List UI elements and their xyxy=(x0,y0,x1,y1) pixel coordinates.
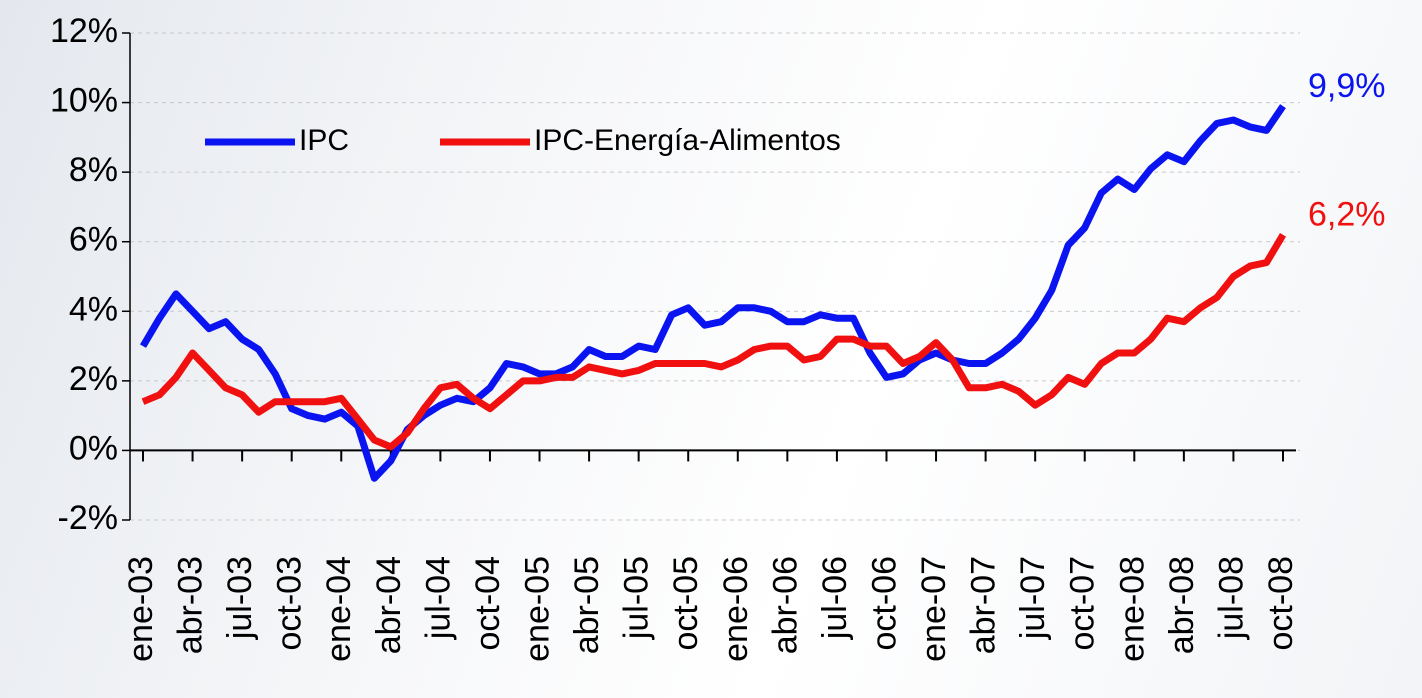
x-tick-label: ene-06 xyxy=(717,556,755,662)
x-tick-label: abr-03 xyxy=(172,556,210,654)
y-tick-label: -2% xyxy=(58,499,118,537)
x-tick-label: ene-04 xyxy=(320,556,358,662)
legend-label: IPC xyxy=(299,124,349,157)
value-label: 9,9% xyxy=(1308,67,1386,105)
x-tick-label: oct-07 xyxy=(1064,556,1102,651)
value-label: 6,2% xyxy=(1308,196,1386,234)
x-tick-label: oct-06 xyxy=(865,556,903,651)
x-tick-label: abr-05 xyxy=(568,556,606,654)
x-tick-label: abr-08 xyxy=(1163,556,1201,654)
y-tick-label: 0% xyxy=(69,429,118,467)
x-tick-label: abr-04 xyxy=(370,556,408,654)
x-tick-label: abr-07 xyxy=(965,556,1003,654)
x-tick-label: ene-03 xyxy=(122,556,160,662)
y-tick-label: 8% xyxy=(69,151,118,189)
x-tick-label: jul-06 xyxy=(816,556,854,640)
y-tick-label: 10% xyxy=(50,82,118,120)
x-tick-label: abr-06 xyxy=(766,556,804,654)
x-tick-label: oct-05 xyxy=(667,556,705,651)
series-line xyxy=(139,104,1286,482)
x-tick-label: ene-05 xyxy=(519,556,557,662)
y-tick-label: 6% xyxy=(69,221,118,259)
x-tick-label: oct-08 xyxy=(1262,556,1300,651)
y-tick-label: 12% xyxy=(50,12,118,50)
x-tick-label: ene-08 xyxy=(1113,556,1151,662)
y-tick-label: 4% xyxy=(69,290,118,328)
legend-label: IPC-Energía-Alimentos xyxy=(534,124,841,157)
x-tick-label: jul-07 xyxy=(1014,556,1052,640)
y-tick-label: 2% xyxy=(69,360,118,398)
x-tick-label: oct-04 xyxy=(469,556,507,651)
x-tick-label: oct-03 xyxy=(271,556,309,651)
x-tick-label: jul-05 xyxy=(618,556,656,640)
x-tick-label: jul-08 xyxy=(1212,556,1250,640)
x-tick-label: jul-04 xyxy=(419,556,457,640)
series-line xyxy=(141,233,1287,451)
x-tick-label: ene-07 xyxy=(915,556,953,662)
x-tick-label: jul-03 xyxy=(221,556,259,640)
